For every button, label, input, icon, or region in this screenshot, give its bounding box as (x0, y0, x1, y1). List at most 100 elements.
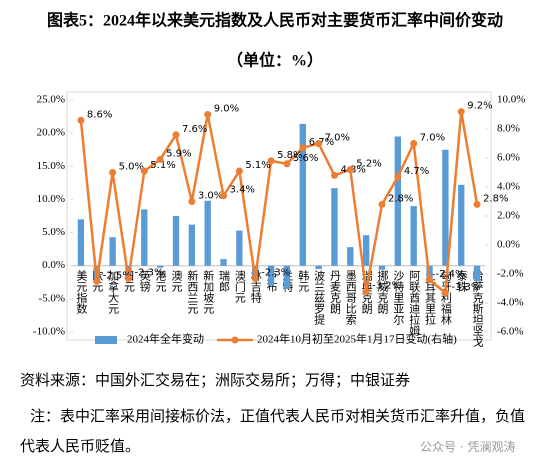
x-tick-label: 美元指数 (75, 269, 88, 314)
data-label: 3.4% (230, 185, 255, 196)
x-tick-label: 澳元 (170, 269, 183, 291)
line-marker (109, 169, 117, 176)
bar (109, 237, 116, 266)
line-marker (267, 157, 275, 165)
legend-label: 2024年全年变动 (127, 332, 204, 346)
bar (156, 265, 164, 268)
line-marker (410, 140, 418, 147)
data-label: 5.8% (277, 150, 302, 161)
bar (442, 149, 449, 266)
x-tick-label: 挪威克朗 (376, 268, 389, 313)
bar (410, 206, 417, 266)
line-marker (124, 274, 132, 282)
y2-tick-label: 8.0% (497, 123, 520, 135)
bar (331, 188, 338, 266)
line-marker (441, 289, 449, 297)
bar (188, 224, 196, 266)
x-tick-label: 波兰兹罗提 (313, 269, 326, 325)
y2-tick-label: 0.0% (497, 239, 520, 251)
line-marker (330, 171, 338, 179)
chart-subtitle: （单位：%） (227, 51, 323, 70)
bar (204, 200, 211, 266)
bar (299, 123, 306, 266)
data-label: 7.6% (182, 124, 207, 135)
x-tick-label: 加拿大元 (107, 269, 120, 313)
line-marker (235, 167, 243, 175)
legend-swatch (231, 336, 239, 344)
bar (77, 219, 85, 266)
line-marker (457, 108, 465, 116)
x-tick-label: 新加坡元 (202, 268, 215, 313)
data-label: -2.3% (134, 267, 163, 278)
plot-frame (66, 91, 492, 341)
y-tick-label: 5.0% (42, 226, 65, 238)
data-label: 4.7% (404, 166, 429, 177)
y-tick-label: -10.0% (33, 326, 65, 338)
x-tick-label: 港元 (154, 269, 167, 291)
line-marker (140, 167, 148, 175)
data-label: 5.0% (119, 162, 144, 173)
bar (172, 216, 180, 266)
line-marker (156, 155, 164, 163)
y2-tick-label: 4.0% (497, 181, 520, 193)
line-marker (204, 111, 212, 118)
chart-title: 图表5：2024年以来美元指数及人民币对主要货币汇率中间价变动 (47, 11, 503, 30)
data-label: 5.6% (293, 153, 318, 164)
bar (473, 265, 481, 281)
x-tick-label: 泰铢 (455, 268, 468, 292)
data-label: -3.3% (451, 282, 480, 293)
data-label: -2.3% (261, 267, 290, 278)
line-marker (378, 200, 386, 208)
bar (315, 265, 322, 270)
data-label: 9.0% (214, 104, 239, 115)
bar (141, 209, 148, 266)
data-label: 8.6% (87, 109, 112, 120)
data-label: 5.1% (150, 160, 175, 171)
bar (236, 230, 243, 266)
bar (283, 265, 291, 289)
line-marker (394, 173, 402, 181)
data-label: 3.0% (198, 191, 223, 202)
bar (220, 259, 227, 266)
x-tick-label: 匈牙利福林 (439, 268, 452, 324)
y-tick-label: 25.0% (37, 94, 65, 106)
x-tick-label: 澳门元 (233, 269, 246, 302)
y2-tick-label: -6.0% (497, 326, 524, 338)
source-note: 资料来源：中国外汇交易在；洲际交易所；万得；中银证券 (20, 373, 411, 389)
line-marker (299, 144, 307, 152)
line-marker (346, 166, 354, 174)
line-marker (251, 274, 259, 282)
chart: 图表5：2024年以来美元指数及人民币对主要货币汇率中间价变动 （单位：%） -… (33, 11, 526, 347)
y2-tick-label: 2.0% (497, 210, 520, 222)
line-marker (473, 200, 481, 208)
data-label: -3.2% (372, 280, 401, 291)
x-tick-label: 丹麦克朗 (328, 270, 341, 314)
line-marker (426, 276, 434, 284)
bar (458, 184, 465, 266)
data-label: -2.5% (103, 270, 132, 281)
line-marker (283, 160, 291, 168)
line-marker (362, 287, 370, 295)
x-tick-label: 新西兰元 (186, 268, 199, 313)
y-tick-label: 0.0% (42, 259, 65, 271)
bar (347, 247, 354, 266)
line-marker (93, 277, 101, 285)
bar (362, 235, 370, 266)
x-tick-label: 阿联酋迪拉姆 (408, 269, 421, 336)
watermark: 公众号 · 凭澜观涛 (420, 440, 516, 454)
y2-tick-label: -4.0% (497, 297, 524, 309)
x-tick-label: 韩元 (297, 268, 310, 291)
y-tick-label: 10.0% (37, 193, 65, 205)
data-label: 5.1% (245, 160, 270, 171)
line-marker (77, 116, 85, 124)
y2-tick-label: 6.0% (497, 152, 520, 164)
x-tick-label: 沙特里亚尔 (392, 269, 405, 324)
data-label: 2.8% (483, 193, 508, 204)
data-label: -2.4% (436, 269, 465, 280)
y2-tick-label: 10.0% (497, 94, 525, 106)
data-label: 7.0% (325, 133, 350, 144)
y-tick-label: -5.0% (38, 292, 65, 304)
line-marker (172, 131, 180, 139)
footnote: 注：表中汇率采用间接标价法，正值代表人民币对相关货币汇率升值，负值代表人民币贬值… (20, 409, 526, 455)
